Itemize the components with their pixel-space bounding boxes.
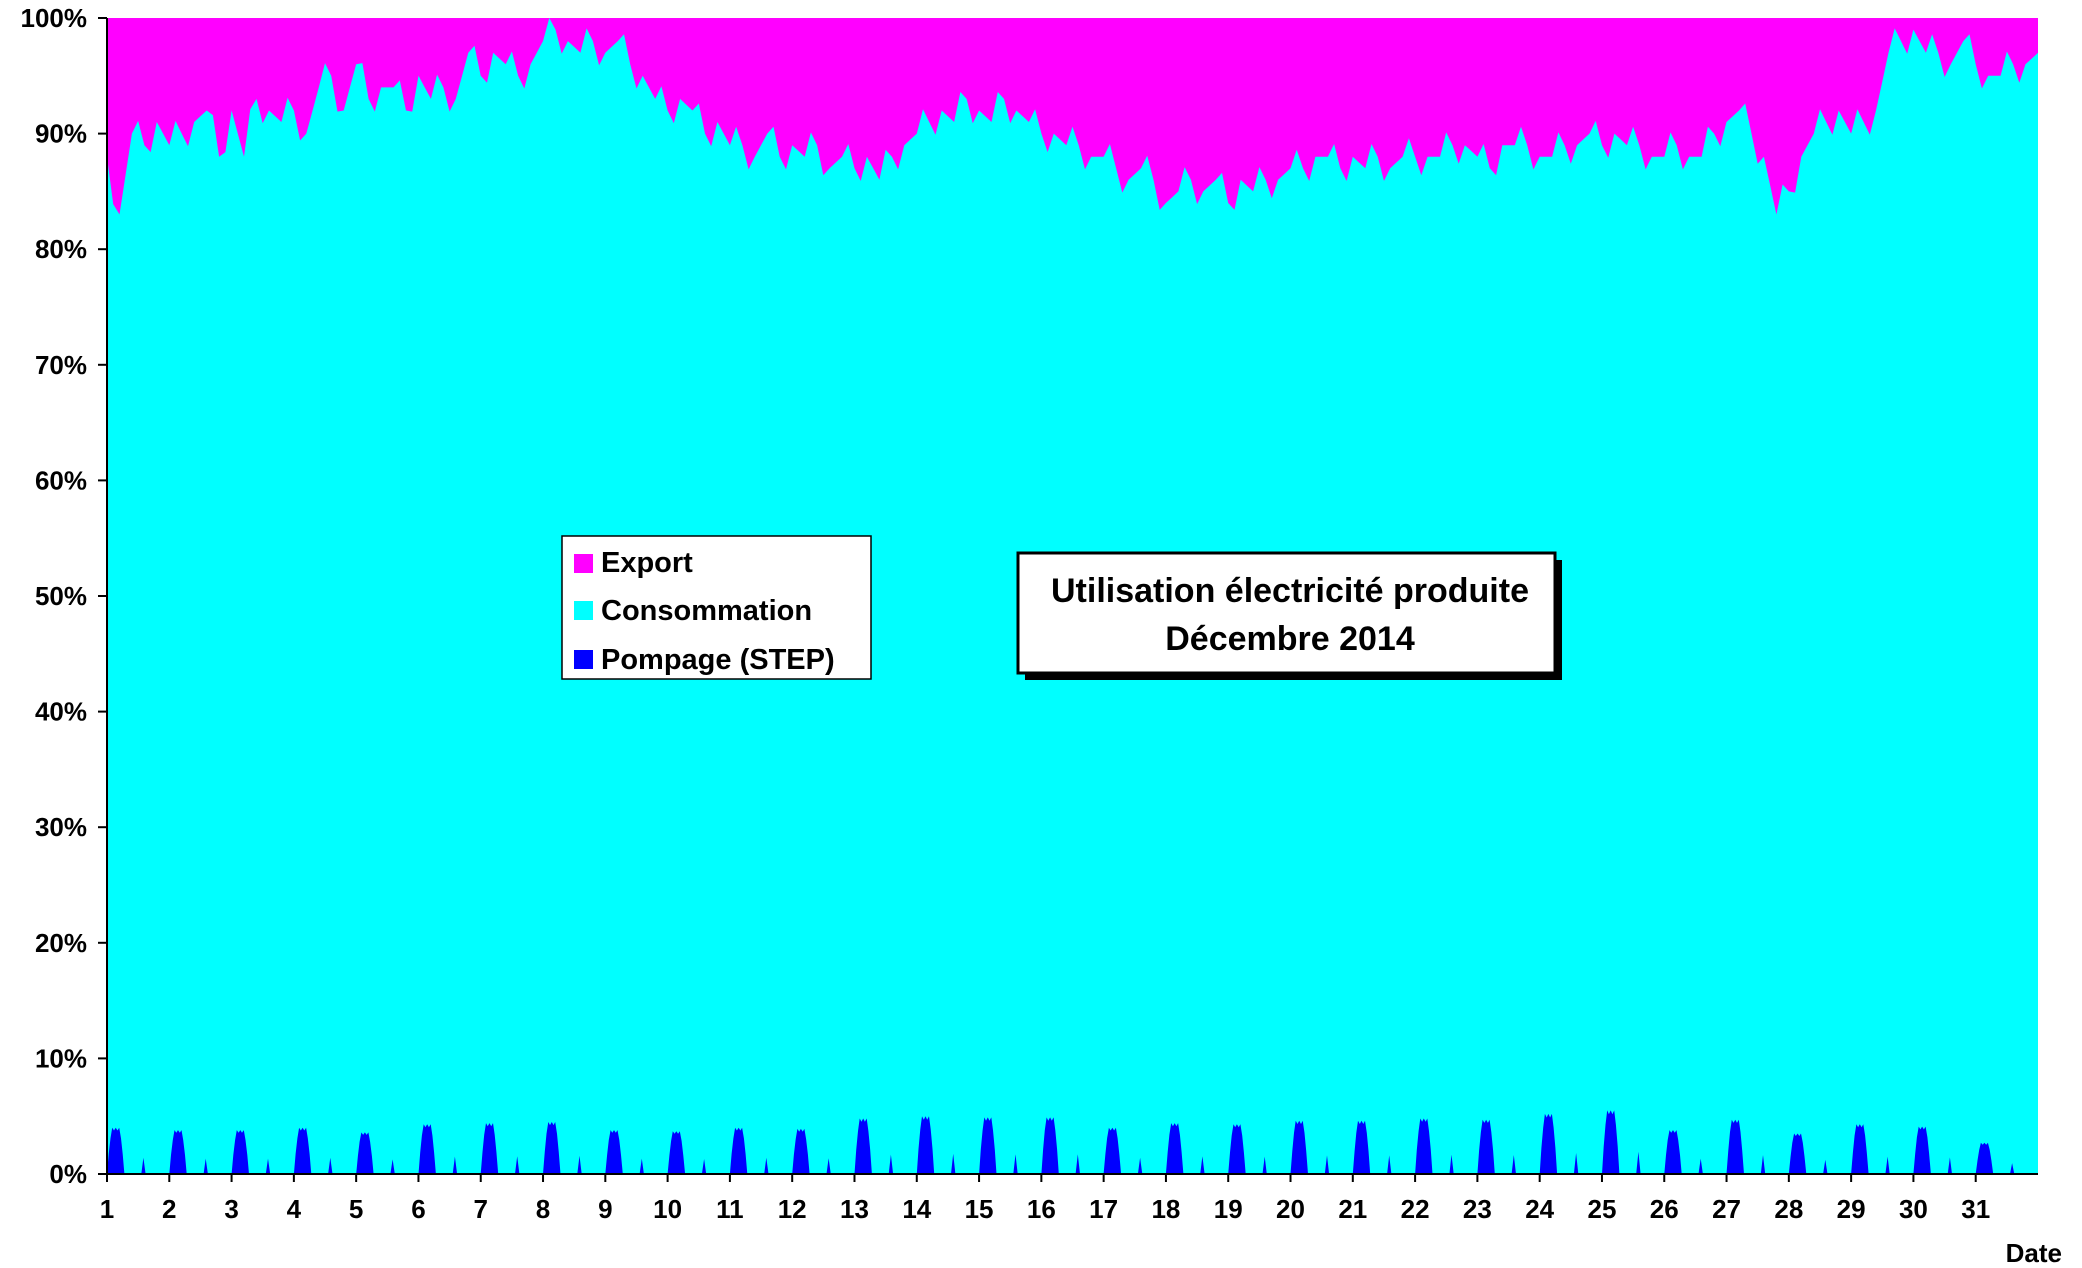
y-tick-label: 0% (49, 1159, 87, 1189)
legend-box (561, 535, 872, 680)
y-tick-label: 20% (35, 928, 87, 958)
series-export-area (107, 18, 2038, 215)
title-box-frame (1016, 551, 1557, 675)
y-axis-ticks: 0% 10% 20% 30% 40% 50% 60% 70% 80% 90% 100% (21, 3, 107, 1189)
x-tick-label: 16 (1027, 1194, 1056, 1224)
legend: Export Consommation Pompage (STEP) (561, 535, 872, 680)
x-tick-label: 14 (902, 1194, 931, 1224)
x-tick-label: 5 (349, 1194, 363, 1224)
x-tick-label: 2 (162, 1194, 176, 1224)
legend-label-pompage: Pompage (STEP) (601, 644, 835, 676)
x-tick-label: 31 (1961, 1194, 1990, 1224)
series-pompage-area (107, 1110, 2038, 1174)
y-tick-label: 40% (35, 697, 87, 727)
legend-label-consommation: Consommation (601, 595, 812, 627)
y-tick-label: 80% (35, 234, 87, 264)
x-tick-label: 11 (716, 1194, 744, 1224)
x-tick-label: 18 (1151, 1194, 1180, 1224)
x-tick-label: 22 (1401, 1194, 1430, 1224)
x-tick-label: 8 (536, 1194, 550, 1224)
x-tick-label: 24 (1525, 1194, 1554, 1224)
x-tick-label: 20 (1276, 1194, 1305, 1224)
x-tick-label: 3 (224, 1194, 238, 1224)
x-tick-label: 1 (100, 1194, 114, 1224)
legend-swatch-pompage (574, 650, 593, 669)
x-tick-label: 12 (778, 1194, 807, 1224)
y-tick-label: 70% (35, 350, 87, 380)
x-tick-label: 19 (1214, 1194, 1243, 1224)
chart-title: Utilisation électricité produite (1051, 572, 1529, 610)
y-tick-label: 30% (35, 812, 87, 842)
x-tick-label: 25 (1588, 1194, 1617, 1224)
x-tick-label: 9 (598, 1194, 612, 1224)
title-box: Utilisation électricité produite Décembr… (1016, 551, 1562, 680)
legend-label-export: Export (601, 547, 693, 579)
x-tick-label: 30 (1899, 1194, 1928, 1224)
y-tick-label: 10% (35, 1043, 87, 1073)
x-tick-label: 6 (411, 1194, 425, 1224)
x-tick-label: 17 (1089, 1194, 1118, 1224)
y-tick-label: 60% (35, 465, 87, 495)
x-tick-label: 27 (1712, 1194, 1741, 1224)
x-tick-label: 21 (1338, 1194, 1367, 1224)
x-tick-label: 29 (1837, 1194, 1866, 1224)
x-tick-label: 23 (1463, 1194, 1492, 1224)
chart-subtitle: Décembre 2014 (1165, 620, 1415, 658)
x-axis-label: Date (2006, 1238, 2062, 1268)
y-tick-label: 100% (21, 3, 88, 33)
x-axis-ticks: 1 2 3 4 5 6 7 8 9 10 11 12 13 14 15 16 17 18 19 20 21 22 23 24 2… (100, 1174, 1990, 1224)
legend-swatch-export (574, 554, 593, 573)
x-tick-label: 26 (1650, 1194, 1679, 1224)
x-tick-label: 13 (840, 1194, 869, 1224)
x-tick-label: 10 (653, 1194, 682, 1224)
x-tick-label: 4 (287, 1194, 302, 1224)
x-tick-label: 28 (1774, 1194, 1803, 1224)
y-tick-label: 50% (35, 581, 87, 611)
x-tick-label: 15 (965, 1194, 994, 1224)
y-tick-label: 90% (35, 119, 87, 149)
legend-swatch-consommation (574, 601, 593, 620)
x-tick-label: 7 (474, 1194, 488, 1224)
